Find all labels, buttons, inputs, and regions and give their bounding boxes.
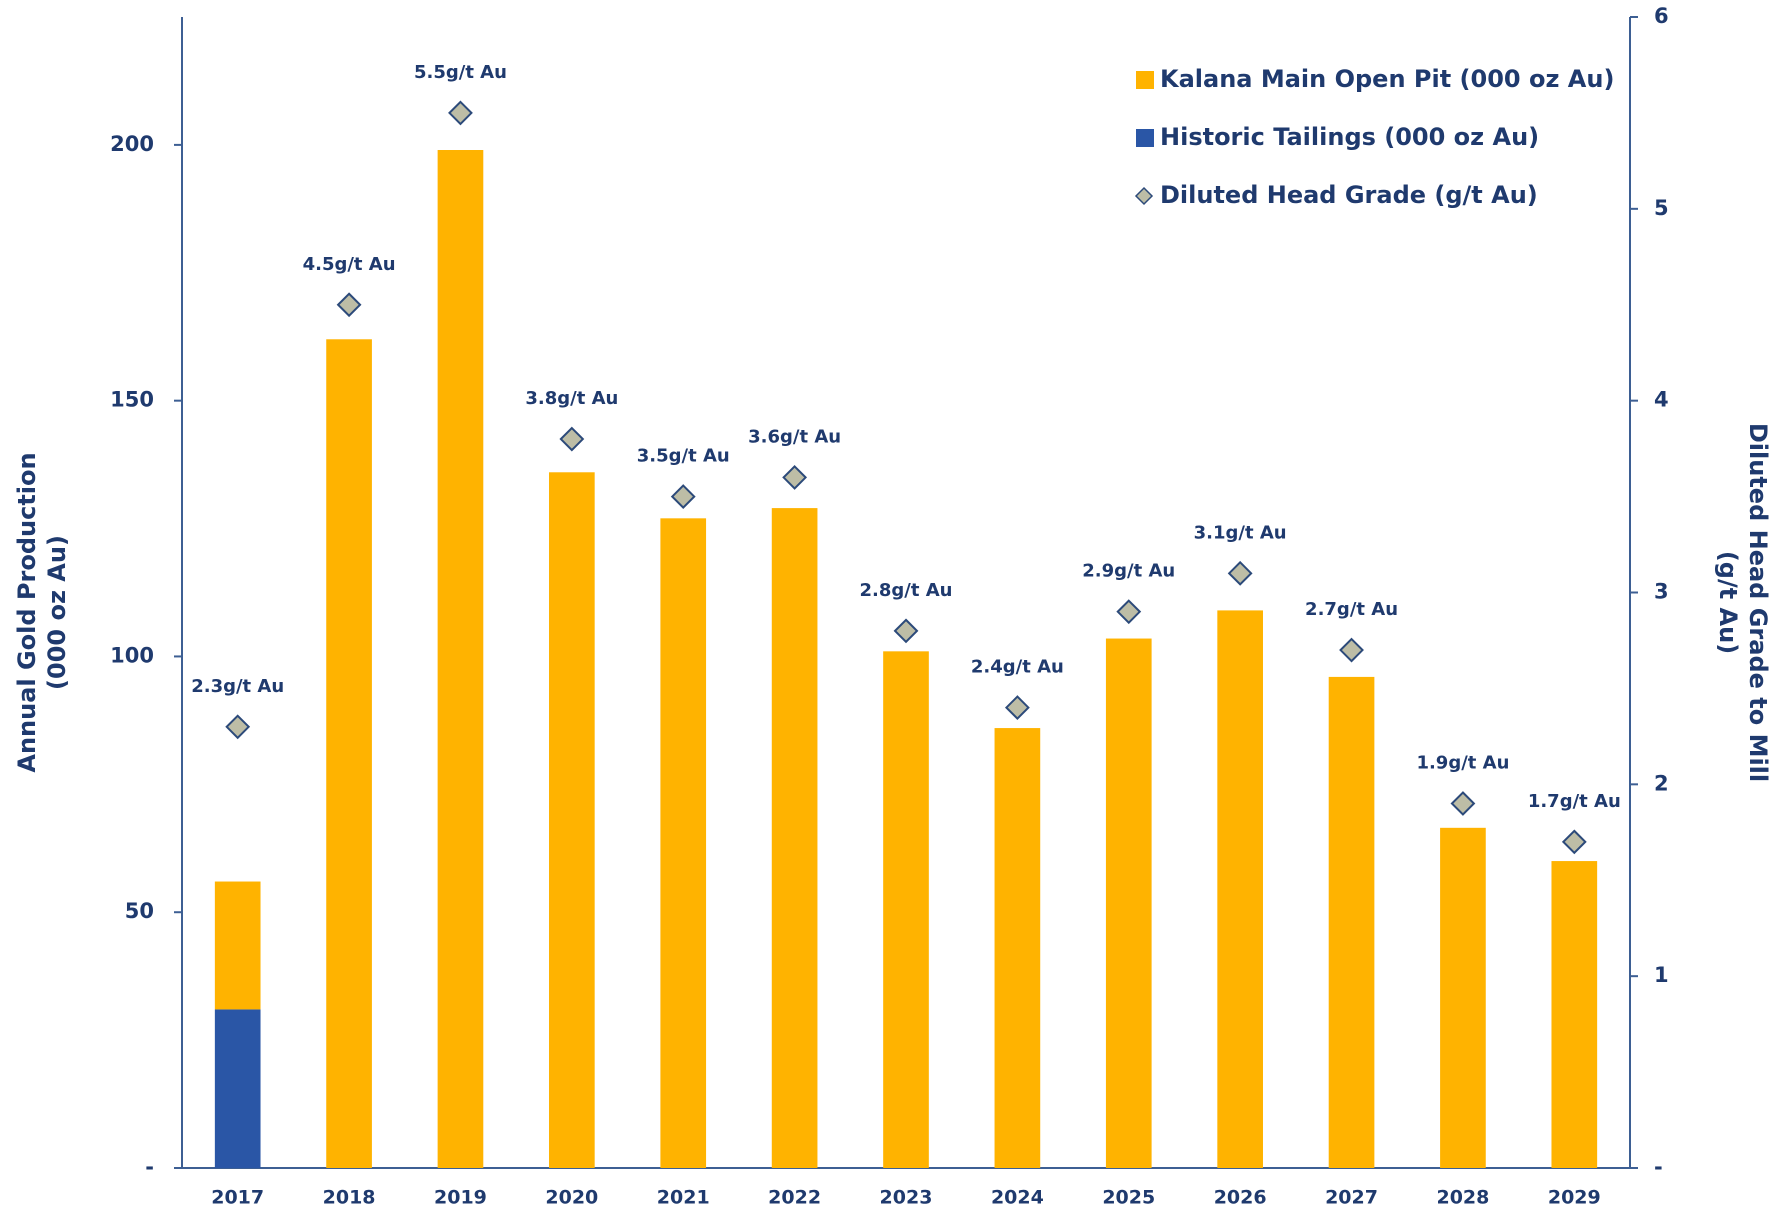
bar — [1217, 610, 1263, 1168]
value-label: 4.5g/t Au — [303, 254, 396, 275]
x-tick-label: 2022 — [768, 1187, 821, 1209]
x-tick-label: 2029 — [1548, 1187, 1601, 1209]
bar — [660, 518, 707, 1168]
marker — [1227, 560, 1253, 586]
y2-tick-label: 5 — [1654, 196, 1669, 220]
marker — [670, 484, 696, 509]
y2-tick-label: 2 — [1654, 771, 1669, 795]
legend-label: Kalana Main Open Pit (000 oz Au) — [1160, 65, 1614, 93]
value-label: 1.7g/t Au — [1528, 791, 1621, 812]
bar — [214, 881, 261, 1010]
y2-axis-title-line: Diluted Head Grade to Mill — [1744, 423, 1772, 782]
y2-tick-label: - — [1654, 1155, 1663, 1179]
y2-axis-title: Diluted Head Grade to Mill(g/t Au) — [1714, 423, 1772, 782]
y-axis-title: Annual Gold Production(000 oz Au) — [13, 452, 71, 772]
y-tick-label: - — [145, 1155, 154, 1179]
x-tick-label: 2020 — [545, 1187, 598, 1209]
x-tick-label: 2018 — [323, 1187, 376, 1209]
legend-swatch — [1136, 129, 1154, 147]
bar — [214, 1009, 261, 1168]
y2-tick-label: 1 — [1654, 963, 1669, 987]
bar — [326, 339, 372, 1168]
y-tick-label: 150 — [110, 388, 154, 412]
legend-label: Historic Tailings (000 oz Au) — [1160, 123, 1539, 151]
y2-tick-label: 6 — [1654, 4, 1669, 28]
value-label: 5.5g/t Au — [414, 62, 507, 83]
value-label: 2.8g/t Au — [860, 580, 953, 601]
value-label: 3.8g/t Au — [525, 388, 618, 409]
x-tick-label: 2017 — [211, 1187, 264, 1209]
y-tick-label: 50 — [125, 899, 154, 923]
bar — [994, 728, 1041, 1168]
value-label: 2.3g/t Au — [191, 676, 284, 697]
value-label: 2.9g/t Au — [1082, 561, 1175, 582]
marker — [559, 426, 585, 452]
bar — [1440, 827, 1486, 1168]
legend-label: Diluted Head Grade (g/t Au) — [1160, 181, 1538, 209]
marker — [1116, 599, 1142, 625]
x-tick-label: 2023 — [880, 1187, 933, 1209]
bar — [549, 472, 595, 1169]
marker — [448, 100, 473, 126]
value-label: 3.5g/t Au — [637, 446, 730, 467]
bar — [1328, 676, 1375, 1168]
x-tick-label: 2028 — [1436, 1187, 1489, 1209]
y-axis-title-line: Annual Gold Production — [13, 452, 41, 772]
marker — [1450, 791, 1476, 816]
value-label: 2.4g/t Au — [971, 657, 1064, 678]
value-label: 1.9g/t Au — [1416, 753, 1509, 774]
marker — [1339, 637, 1364, 663]
bar — [437, 150, 484, 1168]
y2-tick-label: 3 — [1654, 580, 1669, 604]
bar — [883, 651, 929, 1168]
value-label: 3.6g/t Au — [748, 426, 841, 447]
value-label: 3.1g/t Au — [1194, 522, 1287, 543]
marker — [1561, 829, 1587, 855]
x-tick-label: 2027 — [1325, 1187, 1378, 1209]
y2-axis-title-line: (g/t Au) — [1714, 551, 1742, 654]
legend-swatch — [1134, 186, 1154, 206]
y-axis-title-line: (000 oz Au) — [43, 535, 71, 690]
marker — [225, 714, 251, 740]
y2-tick-label: 4 — [1654, 388, 1669, 412]
marker — [782, 464, 808, 490]
marker — [893, 618, 919, 644]
x-tick-label: 2024 — [991, 1187, 1044, 1209]
x-tick-label: 2025 — [1102, 1187, 1155, 1209]
x-tick-label: 2019 — [434, 1187, 487, 1209]
bar — [1551, 861, 1598, 1168]
x-tick-label: 2026 — [1214, 1187, 1267, 1209]
x-tick-label: 2021 — [657, 1187, 710, 1209]
bar — [771, 508, 818, 1168]
y-tick-label: 100 — [110, 643, 154, 667]
bar — [1105, 638, 1152, 1168]
y-tick-label: 200 — [110, 132, 154, 156]
marker — [336, 292, 362, 318]
legend-swatch — [1136, 71, 1154, 89]
value-label: 2.7g/t Au — [1305, 599, 1398, 620]
marker — [1004, 695, 1030, 721]
